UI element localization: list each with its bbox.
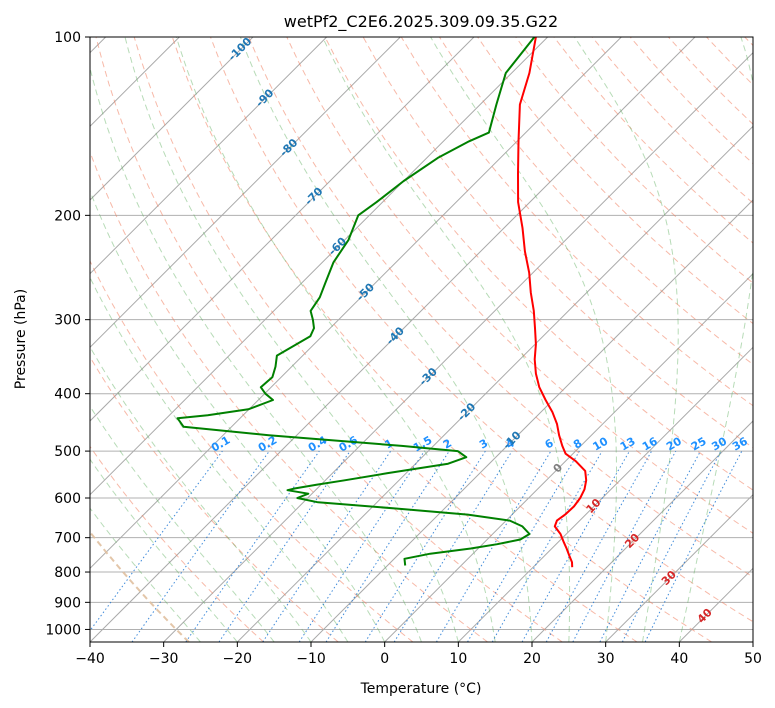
- x-tick-label: 40: [670, 651, 688, 667]
- y-axis: 100 200 300 400 500 600 700 800 900 1000: [45, 30, 90, 638]
- dry-adiabat: [553, 37, 753, 244]
- y-tick-label: 800: [54, 565, 81, 581]
- isotherm-line: [90, 37, 696, 642]
- y-tick-label: 400: [54, 387, 81, 403]
- isotherm-line: [310, 199, 753, 642]
- dry-adiabat: [90, 150, 488, 642]
- dry-adiabat: [133, 37, 638, 642]
- x-tick-label: −10: [296, 651, 326, 667]
- dry-adiabat: [744, 37, 753, 47]
- plot-background: 0.1 0.2 0.4 0.6 1 1.5 2 3 4 6 8 10 13 16 20 25 30 36-100-…: [90, 37, 753, 642]
- x-tick-label: 10: [449, 651, 467, 667]
- y-tick-label: 300: [54, 313, 81, 329]
- mixing-ratio-line: [364, 450, 486, 642]
- moist-adiabat: [90, 276, 349, 642]
- moist-adiabat: [90, 65, 422, 642]
- dry-adiabat: [248, 37, 753, 578]
- mixing-ratio-line: [572, 450, 677, 642]
- mixing-ratio-line: [325, 450, 450, 642]
- y-axis-label: Pressure (hPa): [13, 289, 29, 389]
- dry-adiabat: [171, 37, 712, 642]
- mixing-ratio-line: [644, 450, 743, 642]
- y-tick-label: 700: [54, 531, 81, 547]
- y-tick-label: 600: [54, 491, 81, 507]
- dry-adiabat: [591, 37, 753, 204]
- moist-adiabat: [124, 37, 459, 642]
- isotherm-line: [236, 125, 753, 642]
- dry-adiabat: [515, 37, 753, 284]
- moist-adiabat: [90, 189, 386, 642]
- isotherm-line: [678, 567, 753, 642]
- chart-title: wetPf2_C2E6.2025.309.09.35.G22: [284, 12, 558, 32]
- x-axis: −40 −30 −20 −10 0 10 20 30 40 50: [75, 642, 762, 667]
- isotherm-line: [90, 37, 401, 349]
- x-tick-label: 20: [523, 651, 541, 667]
- moist-adiabat: [90, 507, 201, 642]
- y-tick-label: 200: [54, 208, 81, 224]
- dry-adiabat: [95, 37, 563, 642]
- isotherm-line: [384, 272, 753, 642]
- moist-adiabat: [90, 458, 238, 642]
- dry-adiabat: [90, 259, 414, 642]
- y-tick-label: 500: [54, 444, 81, 460]
- isotherm-line: [531, 420, 753, 642]
- mixing-ratio-line: [218, 450, 351, 642]
- x-tick-label: 50: [744, 651, 762, 667]
- mixing-ratio-line: [90, 450, 223, 632]
- mixing-ratio-line: [521, 450, 630, 642]
- isotherm-line: [752, 641, 753, 642]
- isotherm-label: 10: [584, 496, 604, 516]
- dry-adiabat: [324, 37, 753, 491]
- mixing-ratio-line: [435, 450, 552, 642]
- moist-adiabat: [678, 37, 753, 642]
- y-tick-label: 900: [54, 595, 81, 611]
- x-tick-label: −40: [75, 651, 105, 667]
- moist-adiabat: [90, 405, 275, 642]
- isotherm-label: -20: [455, 400, 478, 423]
- mixing-ratio-line: [262, 450, 392, 642]
- x-axis-label: Temperature (°C): [360, 681, 482, 697]
- isotherm-line: [90, 37, 328, 275]
- isotherm-line: [90, 37, 549, 496]
- temperature-profile-line: [517, 37, 588, 568]
- mixing-ratio-line: [298, 450, 425, 642]
- mixing-ratio-label: 6: [543, 436, 556, 451]
- dry-adiabat: [90, 445, 264, 642]
- moist-adiabat: [430, 37, 617, 642]
- mixing-ratio-line: [393, 450, 513, 642]
- dry-adiabat: [286, 37, 753, 534]
- plot-frame: [89, 36, 754, 643]
- dry-adiabat: [210, 37, 753, 623]
- dewpoint-profile-line: [176, 37, 536, 566]
- dry-adiabat: [668, 37, 753, 125]
- x-tick-label: −20: [223, 651, 253, 667]
- x-tick-label: −30: [149, 651, 179, 667]
- mixing-ratio-line: [185, 450, 320, 642]
- isotherm-line: [90, 37, 622, 570]
- isotherm-label: 40: [695, 606, 715, 626]
- isotherm-line: [457, 346, 753, 642]
- moist-adiabat: [239, 37, 533, 642]
- y-tick-label: 1000: [45, 622, 81, 638]
- isotherm-line: [90, 37, 475, 422]
- mixing-ratio-line: [131, 450, 270, 642]
- mixing-ratio-line: [599, 450, 701, 642]
- data-series: [176, 37, 588, 568]
- moist-adiabat: [175, 37, 496, 642]
- isotherm-line: [605, 493, 753, 642]
- x-tick-label: 30: [597, 651, 615, 667]
- isotherm-line: [163, 51, 753, 642]
- moist-adiabat: [322, 37, 571, 642]
- x-tick-label: 0: [380, 651, 389, 667]
- moist-adiabat: [90, 345, 312, 642]
- dry-adiabat: [90, 356, 339, 642]
- y-tick-label: 100: [54, 30, 81, 46]
- dry-adiabat: [706, 37, 753, 86]
- moist-adiabat: [574, 37, 679, 642]
- mixing-ratio-line: [545, 450, 653, 642]
- isotherm-line: [90, 37, 254, 201]
